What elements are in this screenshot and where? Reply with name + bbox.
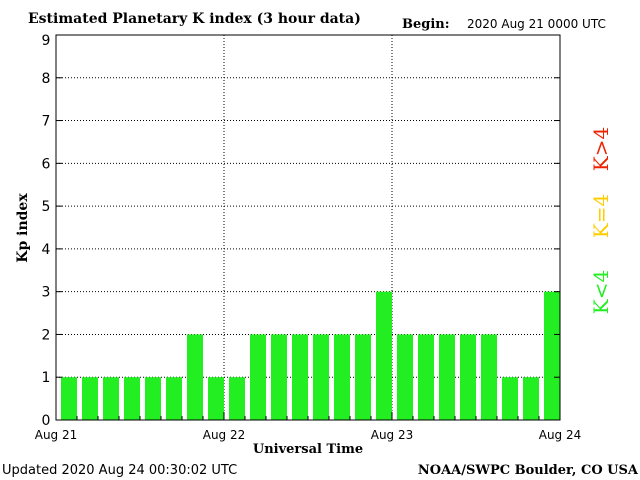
y-tick-label: 6 — [42, 156, 51, 172]
kp-bar — [208, 377, 224, 420]
kp-bar — [103, 377, 119, 420]
kp-bar — [439, 334, 455, 420]
y-tick-label: 9 — [42, 33, 51, 49]
kp-bar — [145, 377, 161, 420]
x-axis-label: Universal Time — [253, 442, 363, 457]
kp-bar — [313, 334, 329, 420]
kp-bar — [355, 334, 371, 420]
x-tick-label: Aug 23 — [371, 428, 414, 442]
x-tick-label: Aug 24 — [539, 428, 582, 442]
kp-bar — [82, 377, 98, 420]
y-tick-label: 1 — [42, 370, 51, 386]
y-tick-label: 4 — [42, 242, 51, 258]
y-axis-label: Kp index — [15, 193, 31, 263]
kp-bar — [229, 377, 245, 420]
kp-bar — [397, 334, 413, 420]
y-tick-label: 8 — [42, 71, 51, 87]
kp-bar — [460, 334, 476, 420]
x-tick-label: Aug 22 — [203, 428, 246, 442]
legend-k-less-4: K<4 — [589, 270, 613, 314]
kp-bar — [166, 377, 182, 420]
x-axis-ticks: Aug 21 Aug 22 Aug 23 Aug 24 — [35, 412, 582, 442]
kp-bar — [502, 377, 518, 420]
y-tick-label: 0 — [42, 413, 51, 429]
legend-k-equal-4: K=4 — [589, 194, 613, 238]
bar-series — [61, 291, 560, 420]
grid-lines — [56, 35, 560, 420]
source-credit: NOAA/SWPC Boulder, CO USA — [418, 463, 639, 478]
y-tick-label: 7 — [42, 114, 51, 130]
begin-label: Begin: — [402, 17, 450, 32]
kp-bar — [187, 334, 203, 420]
kp-bar — [334, 334, 350, 420]
y-tick-label: 2 — [42, 327, 51, 343]
kp-bar — [124, 377, 140, 420]
begin-value: 2020 Aug 21 0000 UTC — [467, 17, 606, 31]
kp-bar — [250, 334, 266, 420]
chart-title: Estimated Planetary K index (3 hour data… — [28, 11, 361, 27]
kp-bar — [523, 377, 539, 420]
legend-k-greater-4: K>4 — [589, 127, 613, 171]
y-tick-label: 5 — [42, 199, 51, 215]
kp-bar — [481, 334, 497, 420]
kp-bar — [61, 377, 77, 420]
y-axis-ticks: 0 1 2 3 4 5 6 7 8 9 — [42, 33, 560, 429]
kp-bar — [376, 291, 392, 420]
kp-bar — [292, 334, 308, 420]
kp-bar — [544, 291, 560, 420]
kp-bar — [271, 334, 287, 420]
updated-timestamp: Updated 2020 Aug 24 00:30:02 UTC — [2, 463, 237, 478]
x-tick-label: Aug 21 — [35, 428, 78, 442]
kp-bar — [418, 334, 434, 420]
y-tick-label: 3 — [42, 285, 51, 301]
